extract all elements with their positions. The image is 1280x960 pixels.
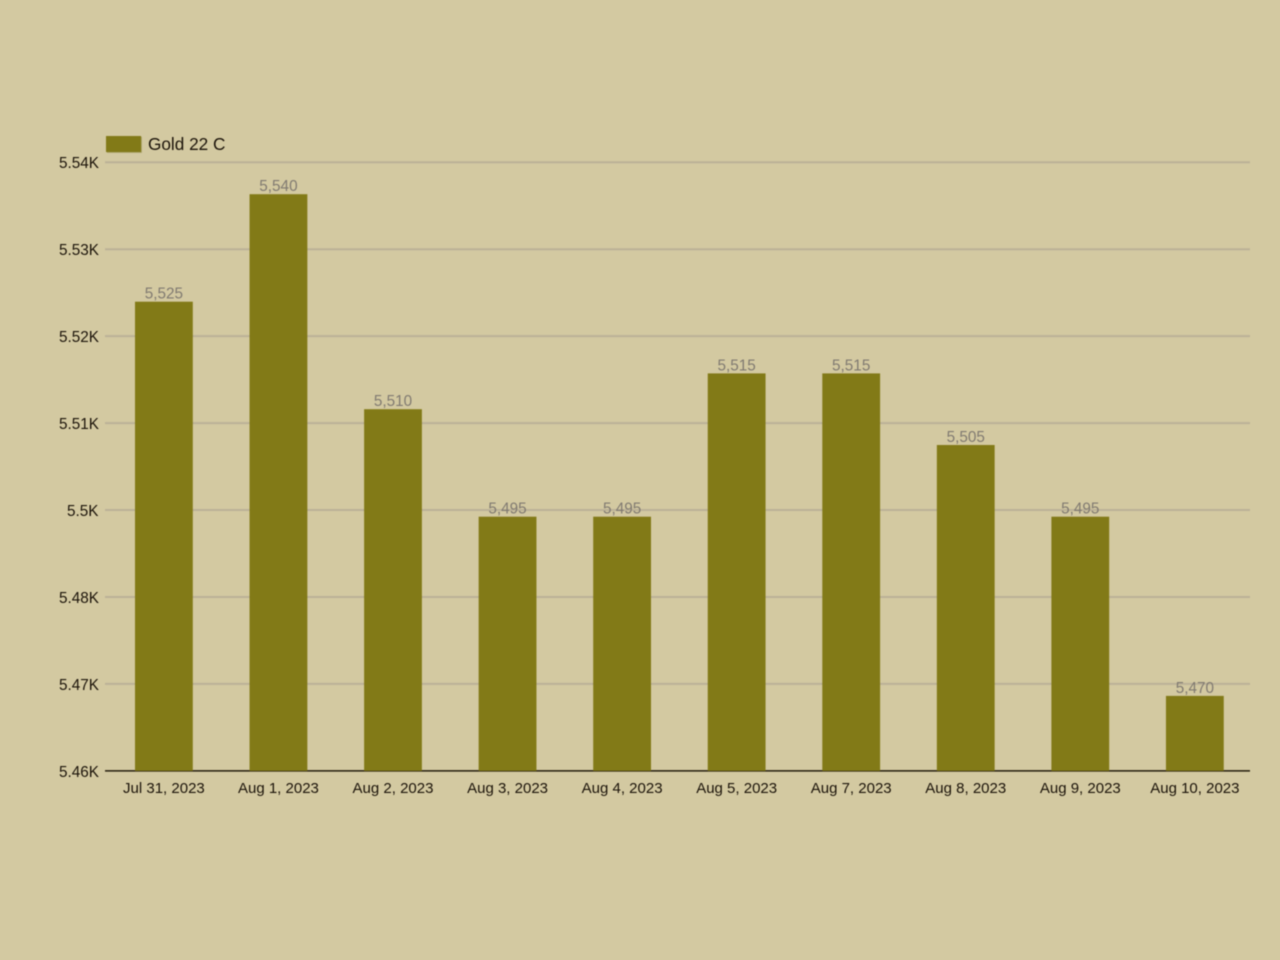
svg-text:5,495: 5,495 <box>603 501 641 518</box>
svg-text:5.47K: 5.47K <box>59 677 100 694</box>
svg-text:Aug 9, 2023: Aug 9, 2023 <box>1040 780 1121 797</box>
svg-text:Aug 3, 2023: Aug 3, 2023 <box>467 780 548 797</box>
svg-text:5,525: 5,525 <box>145 286 183 303</box>
svg-text:Aug 5, 2023: Aug 5, 2023 <box>696 780 777 797</box>
svg-text:5.51K: 5.51K <box>59 416 100 433</box>
svg-text:5.48K: 5.48K <box>59 590 100 607</box>
svg-text:5.5K: 5.5K <box>67 503 99 520</box>
svg-text:5.54K: 5.54K <box>59 155 100 172</box>
svg-text:Aug 8, 2023: Aug 8, 2023 <box>925 780 1006 797</box>
svg-text:Gold 22 C: Gold 22 C <box>148 134 225 154</box>
svg-text:5,515: 5,515 <box>832 357 870 374</box>
svg-text:5.52K: 5.52K <box>59 329 100 346</box>
svg-text:5,505: 5,505 <box>947 429 985 446</box>
svg-text:5,515: 5,515 <box>718 357 756 374</box>
svg-text:Aug 10, 2023: Aug 10, 2023 <box>1150 780 1239 797</box>
svg-text:5.46K: 5.46K <box>59 764 100 781</box>
svg-text:5,495: 5,495 <box>1061 501 1099 518</box>
svg-text:Jul 31, 2023: Jul 31, 2023 <box>123 780 205 797</box>
svg-text:5,470: 5,470 <box>1176 680 1214 697</box>
svg-text:Aug 1, 2023: Aug 1, 2023 <box>238 780 319 797</box>
svg-text:5,495: 5,495 <box>488 501 526 518</box>
svg-text:Aug 4, 2023: Aug 4, 2023 <box>582 780 663 797</box>
svg-text:5.53K: 5.53K <box>59 242 100 259</box>
svg-text:5,510: 5,510 <box>374 393 412 410</box>
svg-text:5,540: 5,540 <box>259 178 297 195</box>
svg-text:Aug 7, 2023: Aug 7, 2023 <box>811 780 892 797</box>
svg-text:Aug 2, 2023: Aug 2, 2023 <box>353 780 434 797</box>
